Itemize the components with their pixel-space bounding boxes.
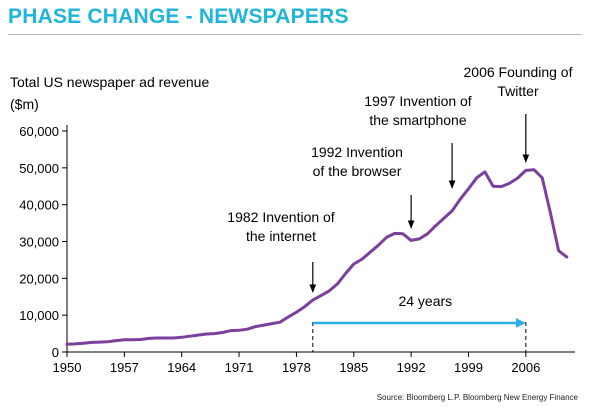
series-group [65,168,569,346]
y-tick-label: 30,000 [19,235,59,250]
x-tick-label: 1964 [167,360,196,375]
title-divider [8,34,582,35]
x-tick-label: 1985 [339,360,368,375]
x-tick-label: 1950 [53,360,82,375]
annotation-label: the smartphone [369,112,466,128]
y-tick-label: 10,000 [19,308,59,323]
page-title: PHASE CHANGE - NEWSPAPERS [8,5,349,28]
annotation-label: 1982 Invention of [227,209,335,225]
x-tick-label: 1999 [454,360,483,375]
y-tick-label: 40,000 [19,198,59,213]
x-tick-label: 1992 [397,360,426,375]
y-tick-label: 20,000 [19,271,59,286]
span-label: 24 years [398,293,452,309]
x-axis-ticks: 1950 1957 1964 1971 1978 1985 1992 1999 2006 [53,352,540,375]
annotation-label: Twitter [497,83,539,99]
span-arrow-group: 24 years [312,293,527,352]
x-tick-label: 1978 [282,360,311,375]
annotation-label: 1997 Invention of [364,93,472,109]
axes [66,125,575,353]
x-tick-label: 1971 [225,360,254,375]
source-note: Source: Bloomberg L.P. Bloomberg New Ene… [376,393,578,402]
y-tick-label: 60,000 [19,124,59,139]
series-line [65,168,569,346]
annotation-label: 2006 Founding of [464,64,573,80]
y-axis-ticks: 0 10,000 20,000 30,000 40,000 50,000 60,000 [19,124,67,360]
y-tick-label: 50,000 [19,161,59,176]
annotation-label: 1992 Invention [311,144,403,160]
y-tick-label: 0 [52,345,59,360]
annotation-label: the internet [246,228,316,244]
x-tick-label: 2006 [511,360,540,375]
x-tick-label: 1957 [110,360,139,375]
y-axis-label: Total US newspaper ad revenue ($m) [10,74,210,112]
annotations: 1982 Invention of the internet 1992 Invent… [227,64,573,293]
annotation-label: of the browser [313,163,402,179]
